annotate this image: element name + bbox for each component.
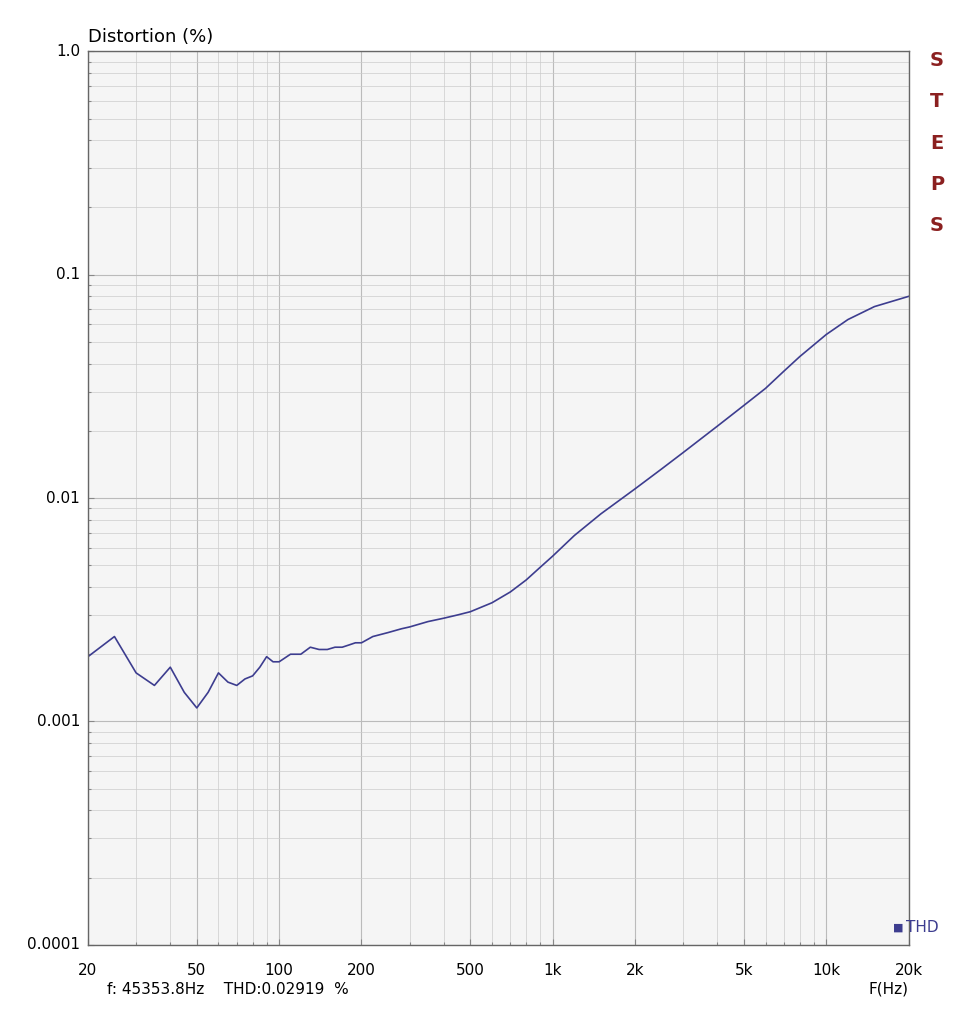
Text: 20: 20: [78, 963, 98, 979]
Text: 0.1: 0.1: [56, 267, 80, 282]
Text: 20k: 20k: [895, 963, 922, 979]
Text: 0.001: 0.001: [37, 714, 80, 729]
Text: THD: THD: [906, 919, 938, 935]
Text: P: P: [930, 175, 944, 194]
Text: ■: ■: [893, 922, 904, 933]
Text: E: E: [930, 134, 944, 153]
Text: 500: 500: [456, 963, 485, 979]
Text: 0.01: 0.01: [46, 491, 80, 505]
Text: 5k: 5k: [735, 963, 753, 979]
Text: 100: 100: [265, 963, 293, 979]
Text: 2k: 2k: [626, 963, 644, 979]
Text: 10k: 10k: [812, 963, 840, 979]
Text: 0.0001: 0.0001: [27, 938, 80, 952]
Text: f: 45353.8Hz    THD:0.02919  %: f: 45353.8Hz THD:0.02919 %: [107, 982, 349, 997]
Text: T: T: [930, 92, 944, 112]
Text: F(Hz): F(Hz): [869, 982, 909, 997]
Text: S: S: [930, 51, 944, 71]
Text: S: S: [930, 216, 944, 235]
Text: 1.0: 1.0: [56, 44, 80, 59]
Text: 50: 50: [188, 963, 206, 979]
Text: 200: 200: [347, 963, 376, 979]
Text: Distortion (%): Distortion (%): [88, 28, 213, 46]
Text: 1k: 1k: [543, 963, 562, 979]
